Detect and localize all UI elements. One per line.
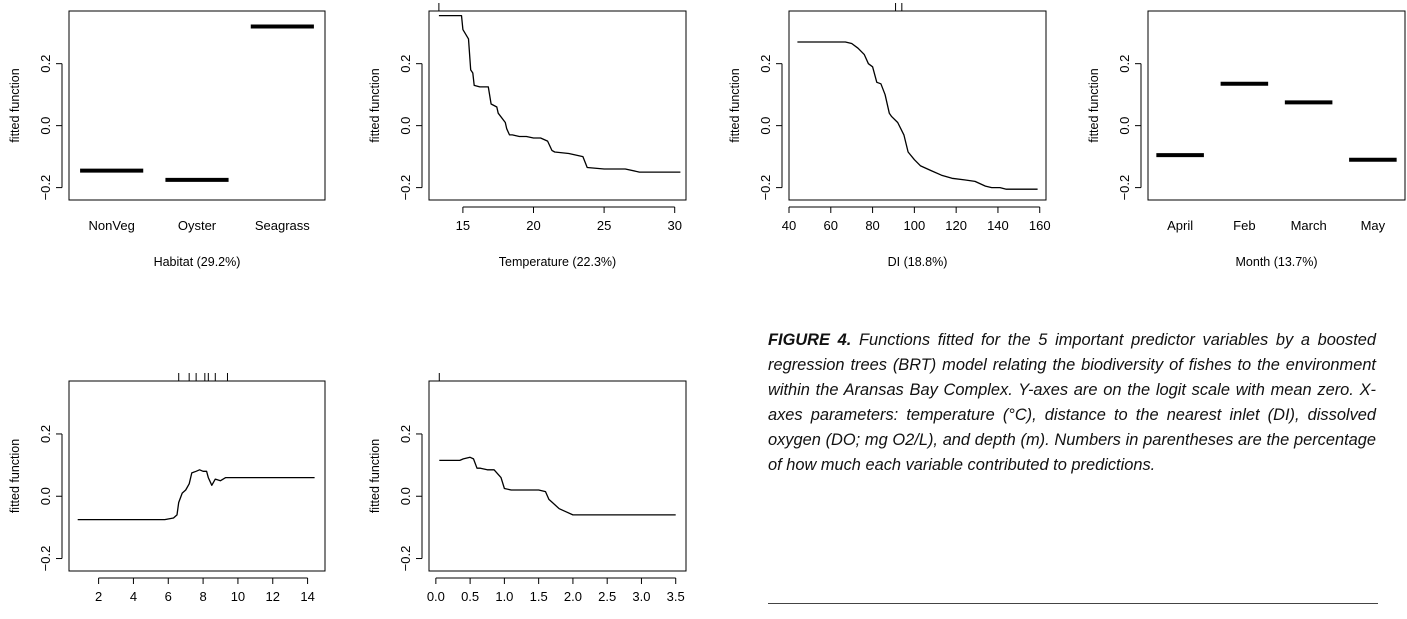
fitted-function-line	[77, 469, 315, 521]
x-axis-title: Habitat (29.2%)	[154, 255, 241, 269]
x-tick-label: 140	[987, 218, 1009, 233]
x-axis-title: Temperature (22.3%)	[499, 255, 616, 269]
y-axis-title: fitted function	[368, 68, 382, 142]
y-tick-label: 0.2	[38, 55, 53, 73]
y-tick-label: 0.0	[398, 117, 413, 135]
x-tick-label: 10	[231, 589, 245, 604]
x-tick-label: 40	[782, 218, 796, 233]
x-tick-label: 20	[526, 218, 540, 233]
y-tick-label: −0.2	[398, 546, 413, 572]
x-tick-label: 0.0	[427, 589, 445, 604]
x-tick-label: 4	[130, 589, 137, 604]
x-tick-label: 3.0	[632, 589, 650, 604]
x-tick-label: 3.5	[667, 589, 685, 604]
x-tick-label: 30	[667, 218, 681, 233]
x-tick-label: 25	[597, 218, 611, 233]
caption-text: Functions fitted for the 5 important pre…	[768, 331, 1376, 474]
x-tick-label: 2.0	[564, 589, 582, 604]
x-tick-label: 120	[945, 218, 967, 233]
x-category-label: Feb	[1233, 218, 1255, 233]
y-tick-label: 0.2	[398, 55, 413, 73]
y-axis-title: fitted function	[368, 439, 382, 513]
panel-6: −0.2 0.0 0.2 fitted function 0.0 0.5 1.0 1.5 2.0…	[368, 373, 687, 604]
panel-4: −0.2 0.0 0.2 fitted function April Feb March Ma…	[1087, 10, 1406, 269]
x-tick-label: 14	[300, 589, 314, 604]
plot-frame	[428, 380, 687, 572]
x-category-label: NonVeg	[89, 218, 135, 233]
figure-caption: FIGURE 4. Functions fitted for the 5 imp…	[768, 328, 1376, 478]
y-tick-label: 0.0	[758, 117, 773, 135]
x-tick-label: 2	[95, 589, 102, 604]
y-tick-label: 0.0	[1117, 117, 1132, 135]
y-tick-label: −0.2	[38, 546, 53, 572]
y-tick-label: −0.2	[758, 175, 773, 201]
x-tick-label: 1.0	[495, 589, 513, 604]
fitted-function-line	[438, 14, 681, 173]
x-tick-label: 6	[165, 589, 172, 604]
y-tick-label: 0.2	[38, 425, 53, 443]
y-tick-label: −0.2	[38, 175, 53, 201]
x-tick-label: 60	[824, 218, 838, 233]
panel-3: −0.2 0.0 0.2 fitted function 40 60 80 100 120 140…	[728, 3, 1051, 269]
x-axis-title: DI (18.8%)	[888, 255, 948, 269]
x-category-label: Oyster	[178, 218, 217, 233]
x-category-label: Seagrass	[255, 218, 310, 233]
y-axis-title: fitted function	[8, 439, 22, 513]
x-tick-label: 1.5	[530, 589, 548, 604]
x-tick-label: 160	[1029, 218, 1051, 233]
plot-frame	[1147, 10, 1406, 201]
x-category-label: May	[1361, 218, 1386, 233]
y-tick-label: 0.2	[758, 55, 773, 73]
panel-2: −0.2 0.0 0.2 fitted function 15 20 25 30 Tempera…	[368, 3, 687, 269]
plot-frame	[428, 10, 687, 201]
y-tick-label: 0.0	[38, 117, 53, 135]
y-axis-title: fitted function	[8, 68, 22, 142]
x-tick-label: 15	[456, 218, 470, 233]
y-tick-label: −0.2	[398, 175, 413, 201]
x-category-label: March	[1291, 218, 1327, 233]
x-axis-title: Month (13.7%)	[1236, 255, 1318, 269]
caption-label: FIGURE 4.	[768, 331, 852, 349]
x-tick-label: 80	[865, 218, 879, 233]
y-tick-label: 0.0	[398, 487, 413, 505]
y-tick-label: −0.2	[1117, 175, 1132, 201]
x-tick-label: 0.5	[461, 589, 479, 604]
y-tick-label: 0.2	[398, 425, 413, 443]
x-tick-label: 100	[904, 218, 926, 233]
y-tick-label: 0.0	[38, 487, 53, 505]
y-axis-title: fitted function	[728, 68, 742, 142]
y-tick-label: 0.2	[1117, 55, 1132, 73]
plot-frame	[788, 10, 1047, 201]
fitted-function-line	[439, 456, 676, 516]
fitted-function-line	[797, 41, 1038, 190]
caption-rule	[768, 603, 1378, 604]
plot-frame	[68, 380, 326, 572]
x-category-label: April	[1167, 218, 1193, 233]
panel-1: −0.2 0.0 0.2 fitted function NonVeg Oyster Sea…	[8, 10, 326, 269]
x-tick-label: 8	[199, 589, 206, 604]
x-tick-label: 2.5	[598, 589, 616, 604]
y-axis-title: fitted function	[1087, 68, 1101, 142]
x-tick-label: 12	[266, 589, 280, 604]
plot-frame	[68, 10, 326, 201]
